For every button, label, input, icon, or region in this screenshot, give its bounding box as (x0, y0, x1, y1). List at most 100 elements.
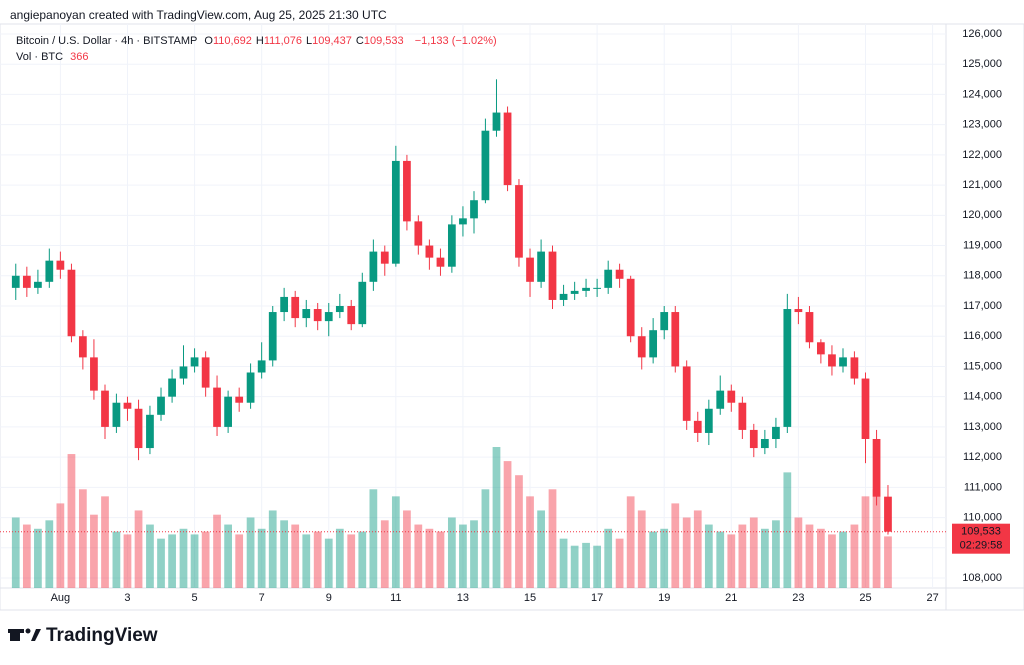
candle-body (704, 408, 713, 433)
candle-body (257, 360, 266, 373)
price-tag (952, 523, 1010, 554)
legend-row: Bitcoin / U.S. Dollar · 4h · BITSTAMP O1… (16, 35, 501, 47)
volume-bar (459, 524, 467, 588)
symbol: Bitcoin / U.S. Dollar · 4h · BITSTAMP (16, 35, 198, 47)
x-tick-label: 19 (658, 592, 670, 604)
x-tick-label: 25 (859, 592, 871, 604)
volume-bar (213, 514, 221, 588)
volume-legend: Vol · BTC 366 (16, 51, 93, 63)
candle-body (168, 378, 176, 397)
volume-bar (179, 528, 188, 588)
candle-body (749, 429, 758, 449)
volume-bar (716, 531, 725, 588)
volume-bar (559, 538, 568, 588)
volume-bar (280, 520, 289, 588)
ohlc-key: H (255, 35, 264, 47)
candle-body (839, 357, 847, 367)
volume-bar (828, 534, 836, 588)
y-tick-label: 108,000 (962, 572, 1002, 584)
candle-body (201, 357, 210, 388)
candle-body (414, 221, 423, 246)
volume-bar (235, 534, 244, 588)
volume-bar (470, 520, 478, 588)
candle-body (56, 260, 65, 270)
volume-bar (783, 472, 792, 588)
candle-body (637, 336, 646, 358)
candle-body (391, 160, 400, 264)
candle-body (123, 402, 132, 409)
volume-bar (626, 496, 635, 588)
volume-bar (291, 524, 300, 588)
candle-body (816, 342, 825, 355)
volume-bar (637, 510, 646, 588)
candle-body (302, 309, 311, 319)
candle-body (157, 396, 165, 415)
volume-bar (604, 528, 613, 588)
candle-body (682, 366, 691, 421)
volume-bar (414, 524, 423, 588)
price-tag-label: 109,533 (961, 526, 1001, 538)
candle-body (470, 200, 478, 219)
candle-body (626, 278, 635, 337)
volume-bar (704, 524, 713, 588)
volume-bar (772, 520, 780, 588)
countdown: 02:29:58 (960, 540, 1003, 552)
volume-bar (548, 489, 557, 588)
volume-bar (201, 531, 210, 588)
candle-body (492, 112, 501, 131)
volume-bar (615, 538, 624, 588)
volume-bar (582, 542, 590, 588)
candle-body (503, 112, 512, 186)
volume-bar (190, 534, 199, 588)
candle-body (347, 306, 356, 325)
volume-bar (324, 538, 333, 588)
candle-body (224, 396, 232, 427)
volume-bar (682, 517, 691, 588)
candle-body (447, 224, 456, 267)
volume-bar (224, 524, 232, 588)
candle-body (235, 396, 244, 403)
candle-body (515, 185, 523, 258)
candles (11, 79, 892, 535)
y-tick-label: 118,000 (963, 270, 1002, 282)
y-tick-label: 120,000 (962, 209, 1002, 221)
candle-body (179, 366, 188, 379)
brand-logo (8, 628, 41, 641)
candle-body (45, 260, 54, 282)
volume-bar (436, 531, 445, 588)
candle-body (134, 408, 143, 449)
candle-body (101, 390, 109, 427)
candle-body (90, 357, 98, 391)
volume-bar (671, 503, 680, 588)
volume-bar (11, 517, 20, 588)
y-tick-label: 123,000 (962, 119, 1002, 131)
volume-bar (302, 534, 311, 588)
y-tick-label: 113,000 (963, 421, 1002, 433)
x-tick-label: 23 (792, 592, 804, 604)
x-tick-label: 9 (326, 592, 332, 604)
y-tick-label: 117,000 (963, 300, 1002, 312)
volume-bar (246, 517, 255, 588)
volume-bar (884, 536, 892, 588)
y-tick-label: 112,000 (963, 451, 1002, 463)
candle-body (11, 275, 20, 288)
volume-bar (816, 528, 825, 588)
candle-body (190, 357, 199, 367)
ohlc-key: C (355, 35, 364, 47)
ohlc-key: L (306, 35, 313, 47)
candle-body (112, 402, 121, 427)
candle-body (335, 306, 344, 313)
volume-bar (268, 510, 277, 588)
volume-bar (78, 489, 87, 588)
volume-bar (67, 454, 76, 588)
ohlc: O110,692 H111,076 L109,437 C109,533 (204, 35, 407, 47)
volume-bar (403, 510, 411, 588)
x-tick-label: 15 (524, 592, 536, 604)
ohlc-value: 110,692 (212, 35, 252, 47)
credit: angiepanoyan created with TradingView.co… (10, 8, 387, 22)
x-tick-label: 7 (259, 592, 265, 604)
volume-bar (660, 528, 669, 588)
candle-body (548, 251, 557, 300)
